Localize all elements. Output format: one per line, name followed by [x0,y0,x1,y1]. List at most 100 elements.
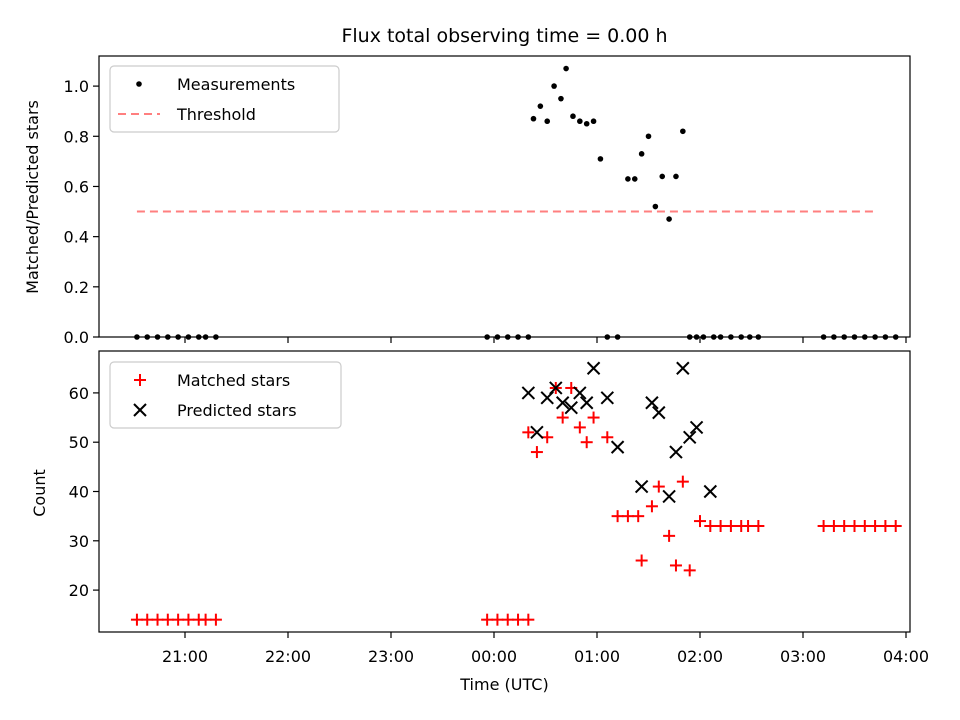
x-tick-label: 01:00 [574,647,620,666]
matched-stars-point [611,510,624,523]
matched-stars-point [130,613,143,626]
x-tick-label: 03:00 [780,647,826,666]
matched-stars-point [889,520,902,533]
matched-stars-point [522,613,535,626]
legend-matched-label: Matched stars [177,371,290,390]
predicted-stars-point [682,430,697,444]
legend-measurements-marker [136,81,142,87]
matched-stars-point [151,613,164,626]
matched-stars-point [724,520,737,533]
measurements-point [544,118,551,125]
measurements-point [631,176,638,182]
matched-stars-point [621,510,634,523]
matched-stars-point [704,520,717,533]
matched-stars-point [501,613,514,626]
predicted-stars-point [652,405,666,420]
matched-stars-point [573,421,586,434]
top-panel: Flux total observing time = 0.00 h Match… [23,25,911,347]
matched-stars-point [635,554,648,567]
matched-stars-point [209,613,222,626]
predicted-stars-point [555,396,570,410]
bottom-y-tick-label: 60 [69,384,89,403]
measurements-point [659,173,666,180]
top-y-tick-label: 0.4 [64,228,89,247]
matched-stars-point [141,613,154,626]
top-axes-frame [98,55,911,338]
predicted-stars-point [610,440,625,454]
matched-stars-point [645,500,658,513]
bottom-legend-box [109,361,342,429]
matched-stars-point [481,613,494,626]
matched-stars-point [172,613,185,626]
matched-stars-point [182,613,195,626]
measurements-point [583,120,590,127]
x-tick-label: 22:00 [265,647,311,666]
legend-threshold-label: Threshold [176,105,256,124]
matched-stars-point [587,411,600,424]
predicted-stars-point [549,381,563,395]
matched-stars-point [858,520,871,533]
matched-stars-point [714,520,727,533]
matched-stars-point [827,520,840,533]
top-y-axis-label: Matched/Predicted stars [23,100,42,294]
bottom-legend: Matched stars Predicted stars [109,361,342,429]
x-tick-label: 00:00 [471,647,517,666]
predicted-stars-point [573,386,587,400]
predicted-stars-point [634,479,649,494]
matched-stars-point [512,613,525,626]
matched-stars-point [742,520,755,533]
measurements-point [680,128,686,135]
predicted-stars-point [530,425,544,440]
top-legend: Measurements Threshold [109,65,340,133]
bottom-panel: Count Time (UTC) 20 30 40 50 60 21:00 22:00 23:… [30,350,929,694]
predicted-stars-point [521,386,536,400]
top-y-tick-label: 0.8 [64,127,89,146]
matched-stars-point [632,510,645,523]
bottom-y-axis-label: Count [30,469,49,517]
measurements-point [666,216,672,222]
legend-matched-marker [134,374,146,386]
top-y-tick-label: 0.0 [64,328,89,347]
measurements-point [570,113,576,120]
x-tick-label: 21:00 [162,647,208,666]
bottom-y-tick-label: 20 [69,581,89,600]
matched-stars-point [683,564,696,577]
x-tick-label: 23:00 [368,647,414,666]
measurements-point [673,173,679,180]
matched-stars-point [530,446,543,459]
bottom-axes-frame [98,350,911,633]
measurements-point [537,103,544,109]
predicted-stars-point [669,445,683,459]
predicted-stars-point [586,361,601,375]
bottom-y-tick-label: 40 [69,483,89,502]
matched-stars-point [817,520,830,533]
legend-predicted-marker [133,403,147,417]
matched-stars-point [879,520,892,533]
matched-stars-point [491,613,504,626]
predicted-stars-point [564,400,578,415]
measurements-point [645,133,652,140]
top-y-tick-label: 0.6 [64,177,89,196]
x-tick-label: 02:00 [677,647,723,666]
matched-stars-point [869,520,882,533]
measurements-point [638,151,645,157]
measurements-point [652,203,659,210]
matched-stars-point [752,520,765,533]
predicted-stars-point [676,361,690,375]
measurements-point [530,115,537,122]
chart-title: Flux total observing time = 0.00 h [341,25,667,47]
matched-stars-point [676,475,689,488]
measurements-point [558,95,564,102]
matched-stars-point [580,436,593,449]
matched-stars-point [556,411,569,424]
matched-stars-point [522,426,535,439]
top-y-tick-label: 0.2 [64,278,89,297]
predicted-stars-point [600,391,615,405]
matched-stars-point [652,480,665,493]
predicted-stars-point [645,396,659,410]
matched-stars-point [601,431,614,444]
matched-stars-point [838,520,851,533]
legend-measurements-label: Measurements [177,75,295,94]
top-y-tick-label: 1.0 [64,77,89,96]
